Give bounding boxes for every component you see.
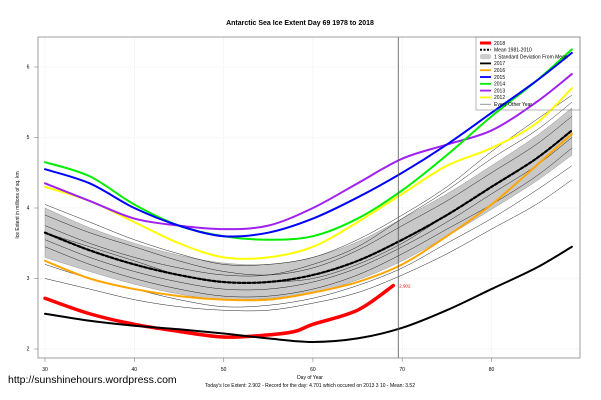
legend-box	[475, 36, 581, 111]
watermark-url: http://sunshinehours.wordpress.com	[8, 374, 177, 386]
x-tick-label: 70	[399, 367, 405, 373]
y-tick-label: 2	[27, 347, 30, 353]
series-line-2012	[44, 87, 573, 260]
legend-label: 1 Standard Deviation From Mean	[494, 54, 568, 60]
y-tick-label: 4	[27, 206, 30, 212]
series-line-2015	[44, 51, 573, 238]
legend-label: Every Other Year	[494, 102, 532, 108]
chart-title: Antarctic Sea Ice Extent Day 69 1978 to …	[226, 20, 374, 27]
x-tick-label: 80	[489, 367, 495, 373]
current-value-label: 2.902	[399, 284, 411, 289]
legend-label: 2017	[494, 61, 505, 67]
y-tick-label: 6	[27, 65, 30, 71]
other-year-line	[44, 116, 573, 276]
y-tick-label: 3	[27, 276, 30, 282]
other-year-line	[44, 137, 573, 291]
x-tick-label: 60	[310, 367, 316, 373]
legend-label: 2013	[494, 88, 505, 94]
legend-label: 2012	[494, 95, 505, 101]
series-line-2016	[44, 132, 573, 302]
legend-label: 2014	[494, 82, 505, 88]
series-line-mean-1981-2010	[43, 129, 573, 285]
footer-stats: Today's Ice Extent: 2.902 - Record for t…	[205, 383, 415, 389]
other-year-line	[44, 179, 573, 312]
x-tick-label: 50	[221, 367, 227, 373]
legend-label: 2015	[494, 75, 505, 81]
legend-label: Mean 1981-2010	[494, 48, 532, 54]
legend-label: 2016	[494, 68, 505, 74]
series-line-2013	[44, 73, 573, 231]
legend-swatch-band	[480, 54, 491, 60]
series-line-2017	[44, 245, 573, 343]
legend-label: 2018	[494, 41, 505, 47]
other-year-line	[44, 94, 573, 266]
y-tick-label: 5	[27, 135, 30, 141]
x-axis-label: Day of Year	[297, 375, 323, 381]
plot-frame	[37, 36, 581, 359]
series-line-2014	[44, 48, 573, 241]
x-tick-label: 40	[132, 367, 138, 373]
x-tick-label: 30	[42, 367, 48, 373]
other-year-line	[44, 102, 573, 277]
y-axis-label: Ice Extent in millions of sq. km	[15, 171, 21, 238]
